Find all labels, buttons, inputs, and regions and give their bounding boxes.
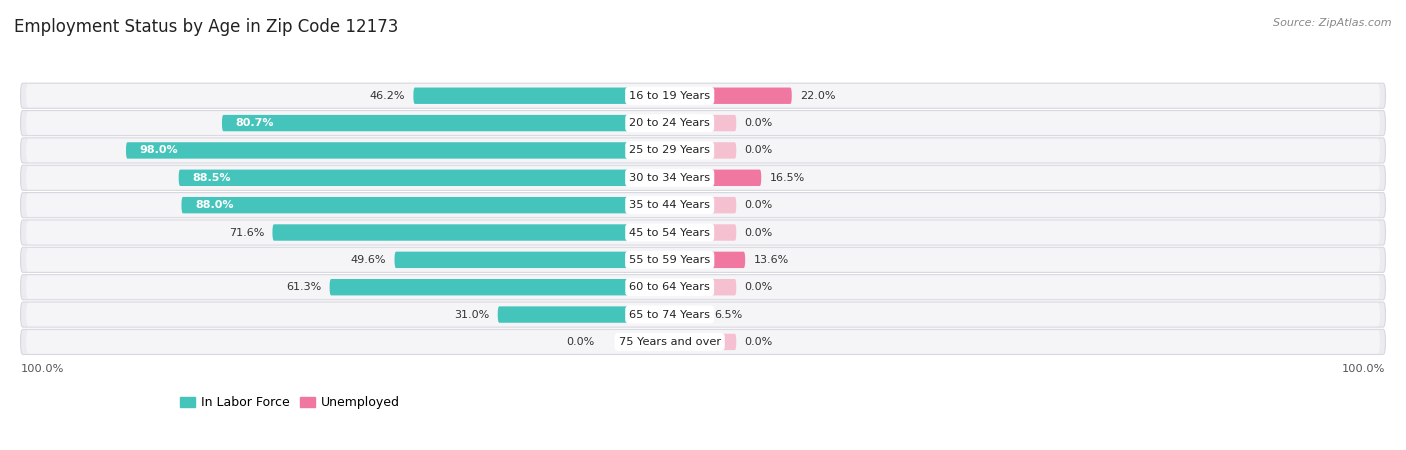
FancyBboxPatch shape — [27, 166, 1379, 189]
FancyBboxPatch shape — [498, 306, 669, 323]
Text: 0.0%: 0.0% — [745, 228, 773, 238]
Text: 16.5%: 16.5% — [769, 173, 804, 183]
Text: Source: ZipAtlas.com: Source: ZipAtlas.com — [1274, 18, 1392, 28]
Text: 49.6%: 49.6% — [350, 255, 387, 265]
FancyBboxPatch shape — [669, 170, 761, 186]
FancyBboxPatch shape — [27, 275, 1379, 299]
FancyBboxPatch shape — [21, 247, 1385, 272]
Text: 55 to 59 Years: 55 to 59 Years — [628, 255, 710, 265]
Text: 88.0%: 88.0% — [195, 200, 233, 210]
Text: 0.0%: 0.0% — [745, 282, 773, 292]
Text: 0.0%: 0.0% — [745, 200, 773, 210]
FancyBboxPatch shape — [273, 224, 669, 241]
FancyBboxPatch shape — [21, 193, 1385, 218]
Text: 75 Years and over: 75 Years and over — [619, 337, 721, 347]
Text: 22.0%: 22.0% — [800, 91, 835, 101]
FancyBboxPatch shape — [21, 220, 1385, 245]
Legend: In Labor Force, Unemployed: In Labor Force, Unemployed — [176, 392, 405, 414]
FancyBboxPatch shape — [669, 224, 737, 241]
FancyBboxPatch shape — [669, 334, 737, 350]
Text: 0.0%: 0.0% — [567, 337, 595, 347]
Text: 65 to 74 Years: 65 to 74 Years — [630, 310, 710, 320]
Text: 100.0%: 100.0% — [21, 364, 63, 374]
FancyBboxPatch shape — [27, 221, 1379, 244]
FancyBboxPatch shape — [669, 197, 737, 213]
Text: 88.5%: 88.5% — [193, 173, 231, 183]
Text: 60 to 64 Years: 60 to 64 Years — [630, 282, 710, 292]
Text: 13.6%: 13.6% — [754, 255, 789, 265]
FancyBboxPatch shape — [27, 111, 1379, 135]
FancyBboxPatch shape — [27, 330, 1379, 354]
FancyBboxPatch shape — [413, 88, 669, 104]
Text: 30 to 34 Years: 30 to 34 Years — [628, 173, 710, 183]
FancyBboxPatch shape — [669, 115, 737, 131]
FancyBboxPatch shape — [21, 302, 1385, 327]
Text: 25 to 29 Years: 25 to 29 Years — [630, 145, 710, 155]
FancyBboxPatch shape — [21, 83, 1385, 108]
FancyBboxPatch shape — [21, 329, 1385, 355]
Text: 61.3%: 61.3% — [285, 282, 321, 292]
FancyBboxPatch shape — [27, 248, 1379, 272]
Text: 0.0%: 0.0% — [745, 337, 773, 347]
Text: 45 to 54 Years: 45 to 54 Years — [630, 228, 710, 238]
FancyBboxPatch shape — [27, 194, 1379, 217]
FancyBboxPatch shape — [669, 88, 792, 104]
Text: 16 to 19 Years: 16 to 19 Years — [628, 91, 710, 101]
Text: 31.0%: 31.0% — [454, 310, 489, 320]
Text: 80.7%: 80.7% — [236, 118, 274, 128]
FancyBboxPatch shape — [27, 84, 1379, 108]
Text: 35 to 44 Years: 35 to 44 Years — [630, 200, 710, 210]
Text: 100.0%: 100.0% — [1343, 364, 1385, 374]
FancyBboxPatch shape — [669, 306, 706, 323]
Text: 0.0%: 0.0% — [745, 118, 773, 128]
FancyBboxPatch shape — [669, 279, 737, 295]
FancyBboxPatch shape — [27, 303, 1379, 326]
Text: 71.6%: 71.6% — [229, 228, 264, 238]
FancyBboxPatch shape — [21, 138, 1385, 163]
Text: 98.0%: 98.0% — [139, 145, 179, 155]
FancyBboxPatch shape — [669, 252, 745, 268]
FancyBboxPatch shape — [669, 142, 737, 159]
Text: 46.2%: 46.2% — [370, 91, 405, 101]
FancyBboxPatch shape — [179, 170, 669, 186]
FancyBboxPatch shape — [395, 252, 669, 268]
Text: 20 to 24 Years: 20 to 24 Years — [630, 118, 710, 128]
FancyBboxPatch shape — [27, 139, 1379, 162]
FancyBboxPatch shape — [181, 197, 669, 213]
FancyBboxPatch shape — [21, 274, 1385, 300]
FancyBboxPatch shape — [21, 165, 1385, 190]
FancyBboxPatch shape — [21, 111, 1385, 135]
Text: Employment Status by Age in Zip Code 12173: Employment Status by Age in Zip Code 121… — [14, 18, 398, 36]
Text: 6.5%: 6.5% — [714, 310, 742, 320]
FancyBboxPatch shape — [222, 115, 669, 131]
FancyBboxPatch shape — [127, 142, 669, 159]
Text: 0.0%: 0.0% — [745, 145, 773, 155]
FancyBboxPatch shape — [329, 279, 669, 295]
